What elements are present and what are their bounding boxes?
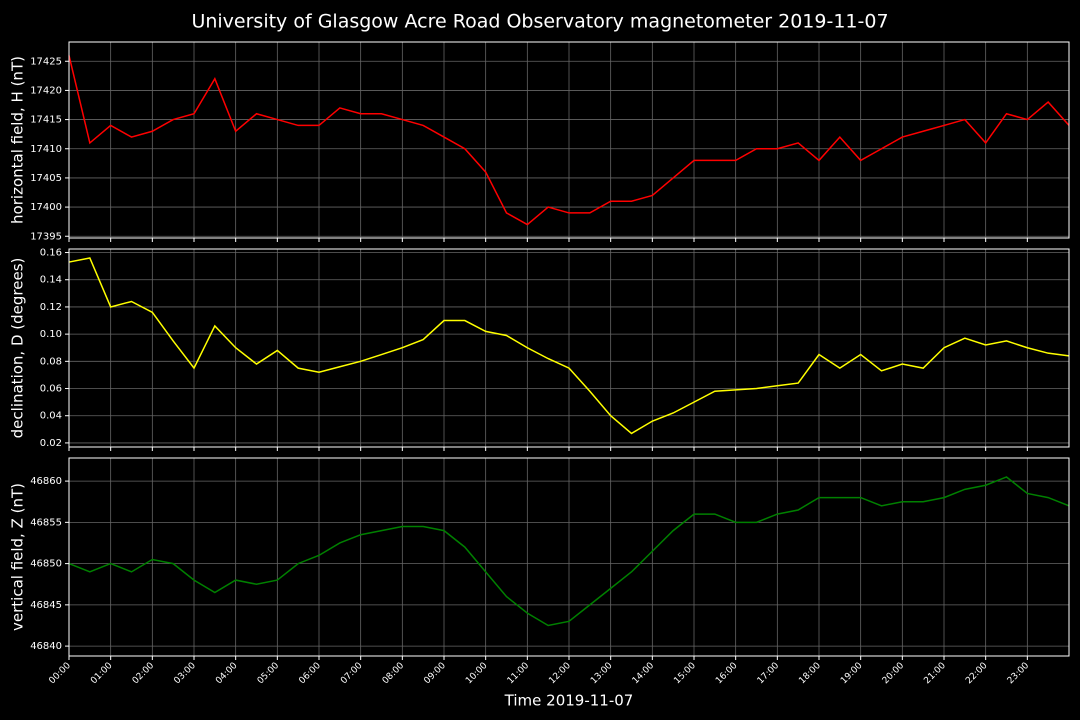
y-tick-label: 46840 [30,641,62,652]
data-line [68,476,1070,627]
y-tick-label: 0.16 [40,248,62,259]
y-axis-label: vertical field, Z (nT) [9,483,27,631]
y-tick-label: 46860 [30,476,62,487]
y-tick-label: 0.04 [40,411,62,422]
plot-frame [68,41,1070,239]
y-tick-label: 46850 [30,559,62,570]
chart-title: University of Glasgow Acre Road Observat… [191,11,888,33]
y-tick-label: 17425 [30,56,62,67]
y-tick-label: 17405 [30,173,62,184]
y-tick-label: 17410 [30,144,62,155]
data-line [68,257,1070,435]
y-tick-label: 17420 [30,85,62,96]
y-tick-label: 0.06 [40,384,62,395]
y-tick-label: 0.12 [40,302,62,313]
y-axis-label: declination, D (degrees) [9,258,27,439]
y-tick-label: 0.02 [40,438,62,449]
y-tick-label: 0.10 [40,329,62,340]
y-tick-label: 17395 [30,231,62,242]
plot-frame [68,248,1070,448]
y-axis-label: horizontal field, H (nT) [9,56,27,224]
x-axis-label: Time 2019-11-07 [504,692,634,710]
y-tick-label: 46855 [30,517,62,528]
y-tick-label: 0.14 [40,275,62,286]
y-tick-label: 46845 [30,600,62,611]
data-line [68,55,1070,226]
y-tick-label: 0.08 [40,356,62,367]
plot-frame [68,457,1070,657]
y-tick-label: 17415 [30,115,62,126]
y-tick-label: 17400 [30,202,62,213]
